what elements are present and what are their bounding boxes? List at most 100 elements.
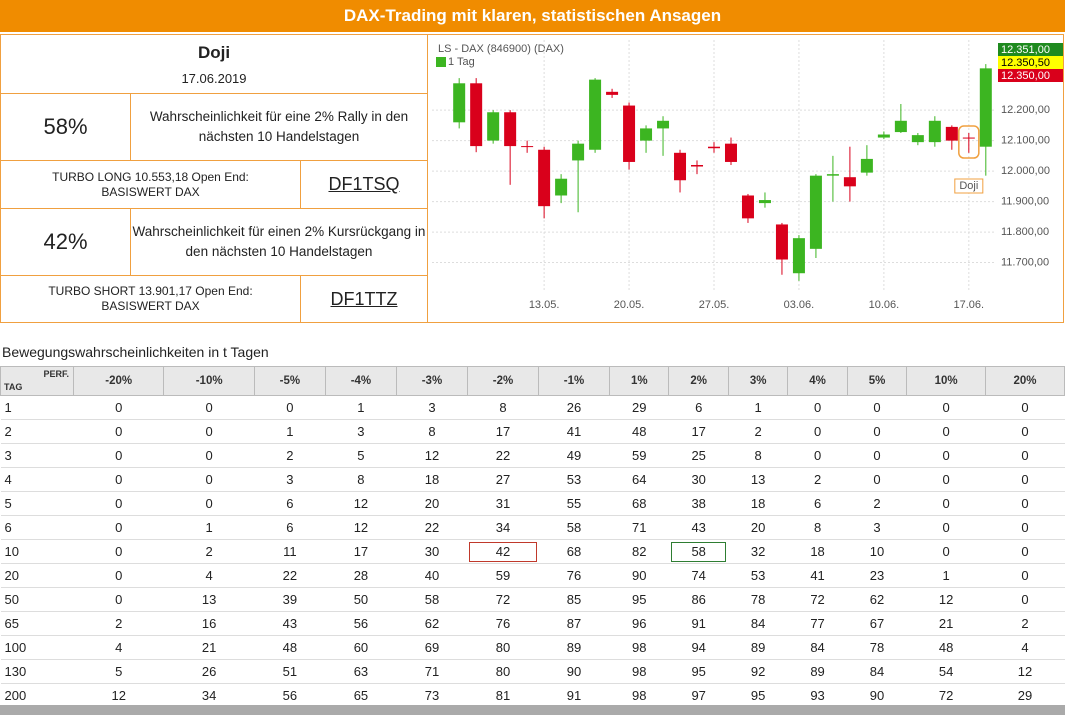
table-cell: 97 — [668, 683, 729, 708]
y-tick-label: 12.100,00 — [1001, 135, 1050, 147]
table-cell: 21 — [906, 611, 986, 636]
table-cell: 0 — [73, 419, 164, 444]
candle-body — [945, 126, 958, 141]
table-cell: 28 — [325, 563, 397, 588]
candle-body — [606, 91, 619, 95]
table-cell: 98 — [609, 635, 669, 660]
table-cell: 13 — [163, 587, 255, 612]
table-cell: 3 — [847, 515, 907, 540]
table-cell: 42 — [467, 539, 539, 564]
table-cell: 48 — [254, 635, 326, 660]
table-cell: 8 — [396, 419, 468, 444]
table-cell: 18 — [728, 491, 788, 516]
table-cell: 94 — [668, 635, 729, 660]
table-cell: 0 — [985, 515, 1065, 540]
table-cell: 0 — [163, 419, 255, 444]
table-cell: 20 — [396, 491, 468, 516]
table-cell: 84 — [728, 611, 788, 636]
table-row: 200 12 34 56 65 73 81 91 98 97 95 93 90 72 29 — [0, 683, 1065, 708]
long-wkn[interactable]: DF1TSQ — [300, 160, 428, 209]
candle-body — [826, 174, 839, 176]
table-cell: 77 — [787, 611, 848, 636]
table-cell: 0 — [906, 443, 986, 468]
table-cell: 3 — [254, 467, 326, 492]
table-cell: 0 — [787, 419, 848, 444]
table-cell: 55 — [538, 491, 610, 516]
table-cell: 2 — [73, 611, 164, 636]
candle-body — [843, 177, 856, 187]
short-wkn[interactable]: DF1TTZ — [300, 275, 428, 323]
table-cell: 8 — [467, 395, 539, 420]
table-cell: 12 — [985, 659, 1065, 684]
table-cell: 6 — [254, 491, 326, 516]
table-cell: 56 — [254, 683, 326, 708]
table-cell: 4 — [163, 563, 255, 588]
table-cell: 98 — [609, 683, 669, 708]
table-cell: 50 — [0, 587, 74, 612]
chart: LS - DAX (846900) (DAX) 1 Tag 11.700,00 1… — [432, 40, 1064, 311]
table-cell: 13 — [728, 467, 788, 492]
table-cell: 5 — [0, 491, 74, 516]
column-header: -10% — [163, 366, 255, 396]
table-cell: 64 — [609, 467, 669, 492]
table-cell: 91 — [668, 611, 729, 636]
column-header: 1% — [609, 366, 670, 396]
y-tick-label: 11.800,00 — [1001, 226, 1049, 238]
table-cell: 12 — [906, 587, 986, 612]
table-cell: 200 — [0, 683, 74, 708]
table-cell: 98 — [609, 659, 669, 684]
x-tick-label: 20.05. — [614, 299, 645, 311]
table-cell: 0 — [985, 563, 1065, 588]
table-cell: 40 — [396, 563, 468, 588]
x-tick-label: 03.06. — [784, 299, 815, 311]
table-cell: 90 — [538, 659, 610, 684]
candle-body — [708, 146, 720, 149]
candle-body — [521, 146, 534, 148]
table-cell: 59 — [467, 563, 539, 588]
table-cell: 17 — [668, 419, 729, 444]
x-tick-label: 10.06. — [869, 299, 900, 311]
price-label-box — [998, 56, 1064, 69]
table-cell: 6 — [787, 491, 848, 516]
column-header: 3% — [727, 366, 789, 396]
table-cell: 17 — [325, 539, 397, 564]
price-label-box — [998, 69, 1064, 82]
table-cell: 0 — [73, 515, 164, 540]
table-cell: 89 — [787, 659, 848, 684]
table-cell: 65 — [0, 611, 74, 636]
table-cell: 29 — [985, 683, 1065, 708]
candle-body — [470, 83, 483, 147]
table-cell: 3 — [396, 395, 468, 420]
candle-body — [504, 112, 517, 147]
table-cell: 26 — [163, 659, 255, 684]
table-cell: 0 — [906, 539, 986, 564]
price-label-box — [998, 43, 1064, 56]
table-cell: 0 — [906, 515, 986, 540]
table-cell: 8 — [787, 515, 848, 540]
table-cell: 1 — [254, 419, 326, 444]
table-cell: 21 — [163, 635, 255, 660]
table-row: 130 5 26 51 63 71 80 90 98 95 92 89 84 54 12 — [0, 659, 1065, 684]
table-cell: 0 — [985, 395, 1065, 420]
table-cell: 32 — [728, 539, 788, 564]
table-cell: 2 — [787, 467, 848, 492]
table-cell: 0 — [847, 395, 907, 420]
table-cell: 10 — [0, 539, 74, 564]
table-cell: 0 — [73, 491, 164, 516]
table-cell: 73 — [396, 683, 468, 708]
candle-body — [572, 143, 585, 161]
table-cell: 59 — [609, 443, 669, 468]
table-cell: 0 — [985, 443, 1065, 468]
table-row: 65 2 16 43 56 62 76 87 96 91 84 77 67 21 2 — [0, 611, 1065, 636]
column-header: -4% — [324, 366, 397, 396]
table-cell: 0 — [787, 443, 848, 468]
col-header-label: PERF. — [43, 369, 69, 379]
table-cell: 16 — [163, 611, 255, 636]
candle-body — [809, 175, 822, 249]
table-cell: 72 — [787, 587, 848, 612]
candle-body — [589, 79, 602, 150]
table-cell: 5 — [73, 659, 164, 684]
table-cell: 50 — [325, 587, 397, 612]
column-header: -1% — [537, 366, 611, 396]
table-cell: 53 — [538, 467, 610, 492]
